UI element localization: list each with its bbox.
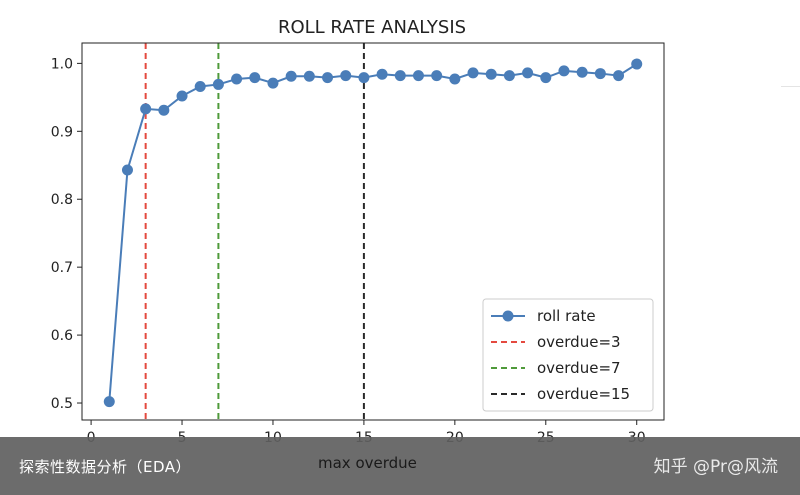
data-point: [121, 164, 133, 176]
plot-frame: [81, 42, 665, 421]
legend: roll rate overdue=3 overdue=7 overdue=15: [482, 298, 654, 412]
legend-label: overdue=15: [537, 385, 630, 403]
data-point: [613, 70, 625, 82]
divider-line: [781, 86, 800, 87]
watermark: 知乎 @Pr@风流: [653, 457, 778, 477]
image-caption-bar: 探索性数据分析（EDA） max overdue 知乎 @Pr@风流: [0, 437, 800, 495]
data-point: [376, 68, 388, 80]
legend-label: overdue=7: [537, 359, 621, 377]
data-point: [522, 67, 534, 79]
data-point: [485, 68, 497, 80]
data-point: [594, 68, 606, 80]
data-point: [303, 70, 315, 82]
data-point: [503, 70, 515, 82]
data-point: [176, 90, 188, 102]
data-point: [576, 66, 588, 78]
y-tick-label: 0.8: [51, 192, 73, 208]
data-point: [394, 70, 406, 82]
legend-marker: [502, 310, 514, 322]
data-point: [340, 70, 352, 82]
legend-box: [482, 298, 654, 412]
data-point: [631, 58, 643, 70]
data-point: [140, 103, 152, 115]
data-point: [431, 70, 443, 82]
data-point: [212, 78, 224, 90]
data-point: [412, 70, 424, 82]
legend-label: roll rate: [537, 307, 596, 325]
legend-label: overdue=3: [537, 333, 621, 351]
data-point: [194, 80, 206, 92]
data-point: [231, 73, 243, 85]
data-point: [103, 396, 115, 408]
x-axis-label: max overdue: [318, 454, 417, 472]
y-tick-label: 0.7: [51, 260, 73, 276]
data-point: [540, 72, 552, 84]
data-point: [467, 67, 479, 79]
data-point: [449, 73, 461, 85]
y-tick-label: 0.5: [51, 396, 73, 412]
data-point: [267, 77, 279, 89]
y-tick-label: 0.6: [51, 328, 73, 344]
data-point: [285, 70, 297, 82]
data-point: [322, 72, 334, 84]
data-point: [358, 72, 370, 84]
chart-title: ROLL RATE ANALYSIS: [278, 17, 466, 38]
image-caption: 探索性数据分析（EDA）: [19, 458, 192, 476]
y-tick-label: 0.9: [51, 124, 73, 140]
y-tick-label: 1.0: [51, 56, 73, 72]
data-point: [249, 72, 261, 84]
data-point: [558, 65, 570, 77]
data-point: [158, 104, 170, 116]
